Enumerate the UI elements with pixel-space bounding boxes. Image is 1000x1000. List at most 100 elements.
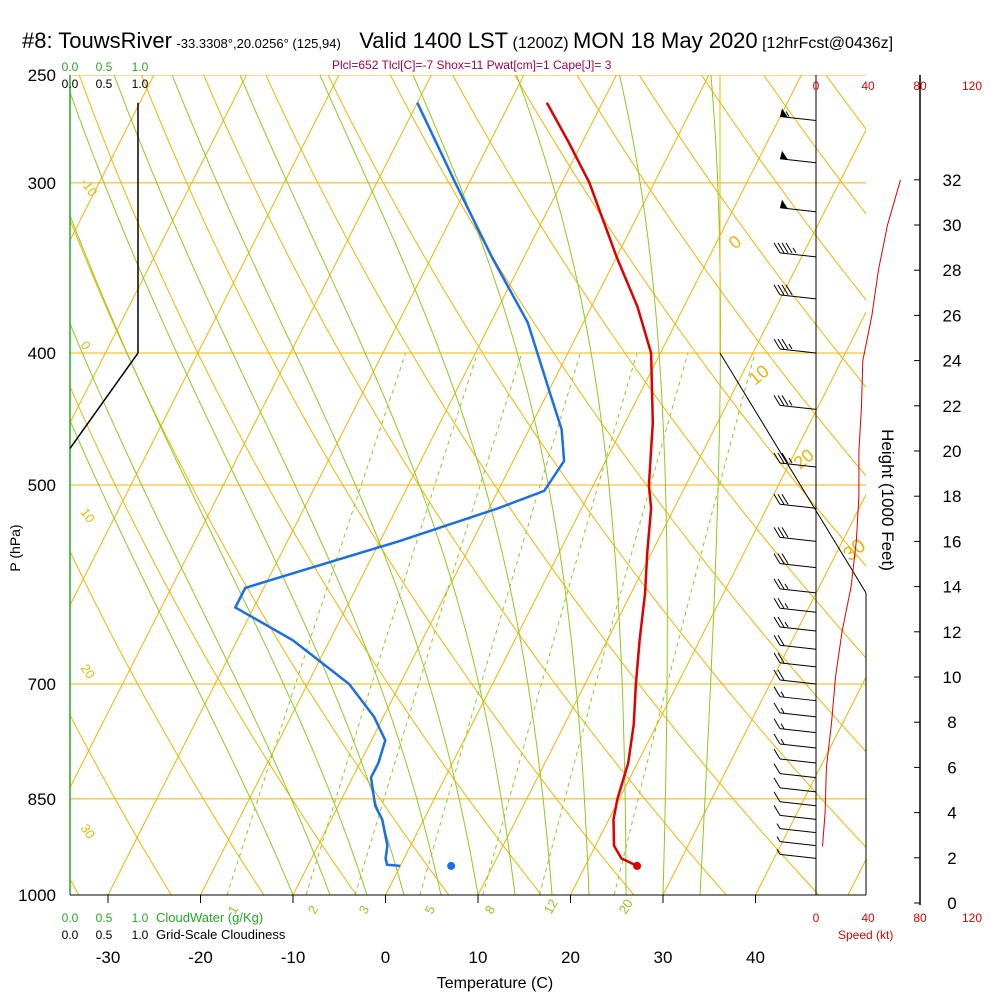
cloudwater-tick-top: 1.0 xyxy=(132,60,149,74)
isotherm-label: -10 xyxy=(78,175,101,199)
mixing-ratio-label: 3 xyxy=(356,903,373,917)
mixing-ratio-label: 20 xyxy=(616,896,636,916)
dry-adiabat-line xyxy=(140,75,635,895)
wind-barb xyxy=(773,493,817,509)
isotherm-line xyxy=(70,75,247,424)
wind-barb xyxy=(773,597,817,613)
speed-tick-bottom: 40 xyxy=(861,911,875,925)
dry-adiabat-line xyxy=(70,714,172,895)
wind-barb xyxy=(773,452,817,468)
pressure-tick-label: 850 xyxy=(28,790,56,809)
wind-barb xyxy=(773,616,817,632)
dry-adiabat-line xyxy=(327,75,866,849)
temperature-marker xyxy=(633,861,642,870)
wind-barb xyxy=(773,652,817,668)
isotherm-line xyxy=(200,75,617,895)
isotherm-label: 20 xyxy=(78,661,99,681)
wind-barb xyxy=(773,338,817,354)
wind-barb xyxy=(776,849,817,859)
height-tick-label: 6 xyxy=(947,758,956,777)
valid-date: MON 18 May 2020 xyxy=(573,28,758,53)
cloudiness-tick-bottom: 0.5 xyxy=(96,928,113,942)
height-axis-label: Height (1000 Feet) xyxy=(878,429,897,571)
isotherm-line xyxy=(385,75,802,895)
wind-barb xyxy=(773,527,817,542)
wind-barb xyxy=(773,805,817,820)
wind-barb xyxy=(779,108,817,122)
chart-title: #8: TouwsRiver -33.3308°,20.0256° (125,9… xyxy=(22,28,893,54)
isotherm-line xyxy=(477,128,866,895)
dry-adiabat-line xyxy=(576,75,866,477)
pressure-tick-label: 400 xyxy=(28,344,56,363)
cloudwater-tick-bottom: 0.0 xyxy=(62,911,79,925)
wind-barb xyxy=(773,718,817,734)
speed-tick-top: 120 xyxy=(962,79,982,93)
cloudwater-label: CloudWater (g/Kg) xyxy=(156,910,263,925)
temperature-tick-label: 40 xyxy=(746,948,765,967)
dry-adiabat-line xyxy=(452,75,866,659)
isotherm-line xyxy=(570,311,866,895)
dry-adiabat-line xyxy=(70,385,357,895)
station-coords: -33.3308°,20.0256° (125,94) xyxy=(176,36,341,51)
wind-barb xyxy=(779,150,817,164)
moist-adiabat-line xyxy=(619,75,668,895)
cloudwater-tick-bottom: 0.5 xyxy=(96,911,113,925)
moist-adiabat-line xyxy=(70,419,294,895)
mixing-ratio-line xyxy=(613,352,756,895)
cloudiness-profile xyxy=(69,102,139,449)
mixing-ratio-line xyxy=(419,352,581,895)
wind-barb xyxy=(773,791,817,807)
wind-barb xyxy=(773,777,817,793)
cloudiness-tick-top: 0.0 xyxy=(62,77,79,91)
temperature-tick-label: -30 xyxy=(96,948,121,967)
mixing-ratio-line xyxy=(226,352,407,895)
height-tick-label: 18 xyxy=(943,487,962,506)
dry-adiabat-label: 20 xyxy=(790,445,818,473)
y-axis-label: P (hPa) xyxy=(7,524,23,571)
pressure-tick-label: 700 xyxy=(28,675,56,694)
station-name: #8: TouwsRiver xyxy=(22,28,172,53)
forecast-info: [12hrFcst@0436z] xyxy=(762,35,894,52)
wind-barb xyxy=(776,836,817,847)
height-tick-label: 28 xyxy=(943,261,962,280)
moist-adiabat-line xyxy=(516,75,627,895)
wind-barb xyxy=(773,702,817,718)
wind-barb xyxy=(773,634,817,650)
isotherm-line xyxy=(662,493,866,895)
isotherm-line xyxy=(70,75,432,789)
dry-adiabat-line xyxy=(638,75,866,388)
moist-adiabat-line xyxy=(113,75,442,895)
speed-tick-bottom: 0 xyxy=(813,911,820,925)
mixing-ratio-line xyxy=(305,352,478,895)
dewpoint-marker xyxy=(447,861,456,870)
wind-barb xyxy=(773,733,817,749)
mixing-ratio-label: 2 xyxy=(305,903,322,917)
wind-barb xyxy=(773,553,817,569)
cloudwater-tick-top: 0.5 xyxy=(96,60,113,74)
dry-adiabat-line xyxy=(514,75,866,567)
dry-adiabat-label: 0 xyxy=(725,231,746,253)
dry-adiabat-line xyxy=(389,75,866,753)
wind-barb xyxy=(773,763,817,779)
wind-barb xyxy=(773,578,817,594)
isotherm-line xyxy=(755,676,866,895)
valid-time: Valid 1400 LST xyxy=(359,28,509,53)
height-tick-label: 0 xyxy=(947,894,956,913)
temperature-tick-label: 0 xyxy=(381,948,390,967)
temperature-tick-label: 20 xyxy=(561,948,580,967)
wind-barb xyxy=(773,242,817,258)
wind-barb xyxy=(773,669,817,685)
dry-adiabat-line xyxy=(888,75,1000,895)
plot-area xyxy=(70,75,1000,895)
cloudwater-tick-bottom: 1.0 xyxy=(132,911,149,925)
speed-tick-top: 40 xyxy=(861,79,875,93)
cloudiness-label: Grid-Scale Cloudiness xyxy=(156,927,286,942)
stability-indices: Plcl=652 Tlcl[C]=-7 Shox=11 Pwat[cm]=1 C… xyxy=(332,58,612,72)
height-tick-label: 8 xyxy=(947,713,956,732)
height-tick-label: 10 xyxy=(943,668,962,687)
height-tick-label: 12 xyxy=(943,623,962,642)
mixing-ratio-line xyxy=(538,352,689,895)
height-tick-label: 4 xyxy=(947,804,956,823)
height-tick-label: 26 xyxy=(943,306,962,325)
